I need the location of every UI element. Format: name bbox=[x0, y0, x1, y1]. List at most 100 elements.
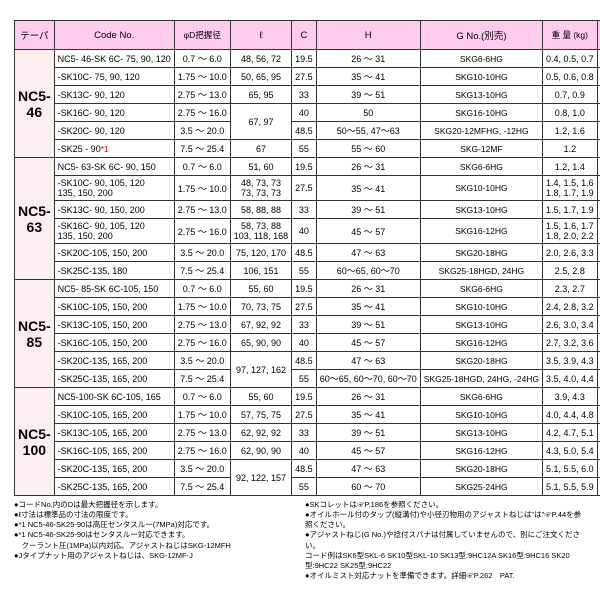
table-row: -SK10C-105, 165, 2001.75 〜 10.057, 75, 7… bbox=[15, 406, 600, 424]
code-cell: NC5-100-SK 6C-105, 165 bbox=[54, 388, 174, 406]
h-cell: 50 bbox=[316, 104, 420, 122]
c-cell: 33 bbox=[292, 424, 317, 442]
l-cell: 65, 95 bbox=[230, 86, 291, 104]
h-cell: 60 〜 70 bbox=[316, 478, 420, 496]
d-cell: 3.5 〜 20.0 bbox=[174, 244, 230, 262]
th-c: C bbox=[292, 21, 317, 50]
th-d: φD把握径 bbox=[174, 21, 230, 50]
taper-cell: NC5- 63 bbox=[15, 158, 55, 280]
d-cell: 7.5 〜 25.4 bbox=[174, 370, 230, 388]
c-cell: 55 bbox=[292, 370, 317, 388]
g-cell: SKG20-18HG bbox=[420, 352, 542, 370]
code-cell: NC5- 63-SK 6C- 90, 150 bbox=[54, 158, 174, 176]
note-line: ●オイルミスト対応ナットを準備できます。詳細☞P.262 PAT. bbox=[305, 571, 586, 581]
g-cell: SKG16-12HG bbox=[420, 442, 542, 460]
table-row: -SK25C-135, 165, 2007.5 〜 25.4 5560〜65, 6… bbox=[15, 370, 600, 388]
d-cell: 7.5 〜 25.4 bbox=[174, 140, 230, 158]
g-cell: SKG6-6HG bbox=[420, 50, 542, 68]
h-cell: 39 〜 51 bbox=[316, 316, 420, 334]
wt-cell: 2.4, 2.8, 3.2 bbox=[543, 298, 598, 316]
g-cell: SKG16-10HG bbox=[420, 104, 542, 122]
h-cell: 47 〜 63 bbox=[316, 352, 420, 370]
code-cell: -SK16C- 90, 105, 120135, 150, 200 bbox=[54, 219, 174, 244]
l-cell: 62, 92, 92 bbox=[230, 424, 291, 442]
table-row: NC5- 63NC5- 63-SK 6C- 90, 1500.7 〜 6.051… bbox=[15, 158, 600, 176]
c-cell: 40 bbox=[292, 104, 317, 122]
note-line: ●Jタイプナット用のアジャストねじは、SKG-12MF-J bbox=[14, 551, 295, 561]
g-cell: SKG6-6HG bbox=[420, 158, 542, 176]
l-cell: 51, 60 bbox=[230, 158, 291, 176]
taper-cell: NC5- 85 bbox=[15, 280, 55, 388]
h-cell: 50〜55, 47〜63 bbox=[316, 122, 420, 140]
l-cell: 50, 65, 95 bbox=[230, 68, 291, 86]
code-cell: -SK16C-105, 150, 200 bbox=[54, 334, 174, 352]
c-cell: 40 bbox=[292, 334, 317, 352]
code-cell: -SK25C-135, 165, 200 bbox=[54, 478, 174, 496]
note-line: ●*1 NC5-46-SK25-90は高圧センタスルー(7MPa)対応です。 bbox=[14, 520, 295, 530]
table-row: -SK20C-135, 165, 2003.5 〜 20.097, 127, 1… bbox=[15, 352, 600, 370]
l-cell: 97, 127, 162 bbox=[230, 352, 291, 388]
d-cell: 0.7 〜 6.0 bbox=[174, 158, 230, 176]
l-cell: 48, 56, 72 bbox=[230, 50, 291, 68]
d-cell: 3.5 〜 20.0 bbox=[174, 122, 230, 140]
code-cell: -SK16C-105, 165, 200 bbox=[54, 442, 174, 460]
table-row: -SK16C-105, 150, 2002.75 〜 16.065, 90, 9… bbox=[15, 334, 600, 352]
wt-cell: 0.7, 0.9 bbox=[543, 86, 598, 104]
l-cell: 106, 151 bbox=[230, 262, 291, 280]
c-cell: 27.5 bbox=[292, 176, 317, 201]
spec-table: テーパ Code No. φD把握径 ℓ C H G No.(別売) 重 量 (… bbox=[14, 20, 600, 496]
wt-cell: 2.7, 3.2, 3.6 bbox=[543, 334, 598, 352]
table-row: -SK13C- 90, 150, 2002.75 〜 13.058, 88, 8… bbox=[15, 201, 600, 219]
g-cell: SKG-12MF bbox=[420, 140, 542, 158]
c-cell: 48.5 bbox=[292, 244, 317, 262]
g-cell: SKG20-18HG bbox=[420, 460, 542, 478]
wt-cell: 1.4, 1.5, 1.61.8, 1.7, 1.9 bbox=[543, 176, 598, 201]
code-cell: -SK13C-105, 165, 200 bbox=[54, 424, 174, 442]
note-line: コード例はSK6型SKL-6 SK10型SKL-10 SK13型:9HC12A … bbox=[305, 551, 586, 571]
g-cell: SKG6-6HG bbox=[420, 388, 542, 406]
d-cell: 2.75 〜 16.0 bbox=[174, 104, 230, 122]
wt-cell: 1.2, 1.4 bbox=[543, 158, 598, 176]
d-cell: 0.7 〜 6.0 bbox=[174, 280, 230, 298]
g-cell: SKG20-12MFHG, -12HG bbox=[420, 122, 542, 140]
g-cell: SKG20-18HG bbox=[420, 244, 542, 262]
code-cell: -SK25C-135, 165, 200 bbox=[54, 370, 174, 388]
g-cell: SKG10-10HG bbox=[420, 298, 542, 316]
th-code: Code No. bbox=[54, 21, 174, 50]
c-cell: 27.5 bbox=[292, 68, 317, 86]
l-cell: 57, 75, 75 bbox=[230, 406, 291, 424]
h-cell: 60〜65, 60〜70, 60〜70 bbox=[316, 370, 420, 388]
d-cell: 2.75 〜 13.0 bbox=[174, 316, 230, 334]
l-cell: 48, 73, 7373, 73, 73 bbox=[230, 176, 291, 201]
h-cell: 35 〜 41 bbox=[316, 298, 420, 316]
code-cell: -SK10C-105, 150, 200 bbox=[54, 298, 174, 316]
wt-cell: 2.3, 2.7 bbox=[543, 280, 598, 298]
wt-cell: 1.5, 1.7, 1.9 bbox=[543, 201, 598, 219]
d-cell: 2.75 〜 13.0 bbox=[174, 424, 230, 442]
d-cell: 1.75 〜 10.0 bbox=[174, 406, 230, 424]
g-cell: SKG6-6HG bbox=[420, 280, 542, 298]
wt-cell: 2.6, 3.0, 3.4 bbox=[543, 316, 598, 334]
l-cell: 55, 60 bbox=[230, 280, 291, 298]
d-cell: 3.5 〜 20.0 bbox=[174, 460, 230, 478]
table-row: -SK13C-105, 150, 2002.75 〜 13.067, 92, 9… bbox=[15, 316, 600, 334]
c-cell: 40 bbox=[292, 219, 317, 244]
g-cell: SKG10-10HG bbox=[420, 406, 542, 424]
c-cell: 40 bbox=[292, 442, 317, 460]
l-cell: 70, 73, 75 bbox=[230, 298, 291, 316]
l-cell: 92, 122, 157 bbox=[230, 460, 291, 496]
code-cell: NC5- 85-SK 6C-105, 150 bbox=[54, 280, 174, 298]
th-h: H bbox=[316, 21, 420, 50]
d-cell: 2.75 〜 13.0 bbox=[174, 201, 230, 219]
code-cell: -SK16C- 90, 120 bbox=[54, 104, 174, 122]
c-cell: 48.5 bbox=[292, 460, 317, 478]
taper-cell: NC5-100 bbox=[15, 388, 55, 496]
code-cell: -SK10C- 90, 105, 120135, 150, 200 bbox=[54, 176, 174, 201]
g-cell: SKG10-10HG bbox=[420, 176, 542, 201]
wt-cell: 0.4, 0.5, 0.7 bbox=[543, 50, 598, 68]
code-cell: -SK13C-105, 150, 200 bbox=[54, 316, 174, 334]
code-cell: -SK20C- 90, 120 bbox=[54, 122, 174, 140]
table-row: -SK25 - 90*17.5 〜 25.4675555 〜 60SKG-12M… bbox=[15, 140, 600, 158]
g-cell: SKG13-10HG bbox=[420, 201, 542, 219]
h-cell: 39 〜 51 bbox=[316, 86, 420, 104]
